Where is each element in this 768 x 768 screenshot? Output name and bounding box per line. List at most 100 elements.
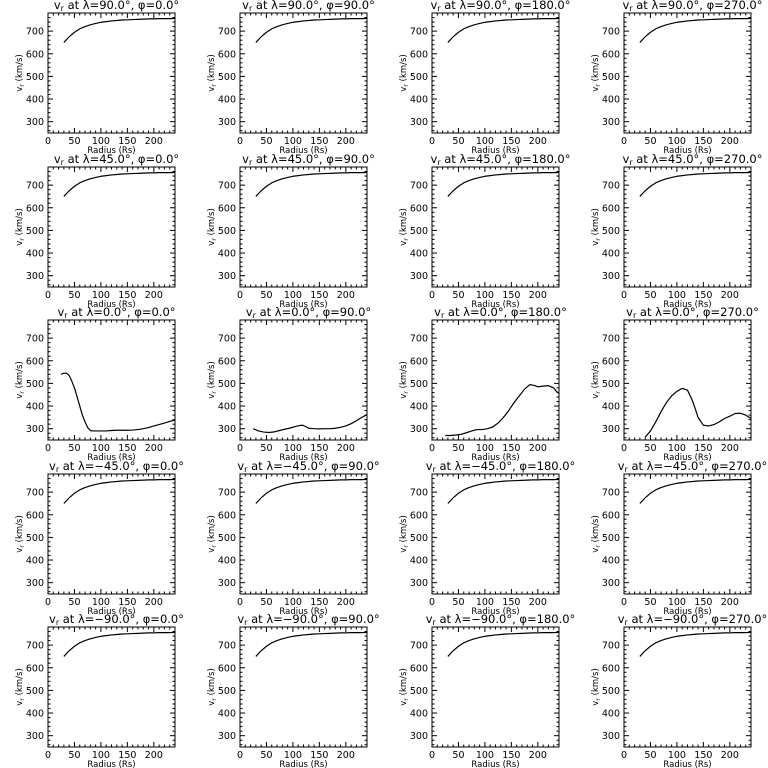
y-tick-label: 700 bbox=[602, 334, 620, 345]
x-tick-label: 50 bbox=[644, 750, 656, 761]
y-tick-label: 700 bbox=[602, 180, 620, 191]
y-tick-label: 500 bbox=[410, 686, 428, 697]
panel-title: vr at λ=−90.0°, φ=90.0° bbox=[237, 614, 379, 627]
x-tick-label: 150 bbox=[310, 750, 328, 761]
y-tick-label: 600 bbox=[218, 510, 236, 521]
chart-panel: vr at λ=0.0°, φ=90.0° 0 50 100 150 200 Radius … bbox=[207, 307, 371, 461]
chart-panel: vr at λ=90.0°, φ=270.0° 0 50 100 150 200 Radiu… bbox=[591, 0, 762, 154]
y-tick-label: 600 bbox=[410, 356, 428, 367]
y-tick-label: 600 bbox=[218, 664, 236, 675]
series-line bbox=[447, 171, 560, 197]
y-tick-label: 400 bbox=[410, 402, 428, 413]
y-axis-label: vr (km/s) bbox=[591, 515, 602, 553]
x-tick-label: 100 bbox=[92, 136, 110, 147]
chart-panel: vr at λ=−90.0°, φ=90.0° 0 50 100 150 200 Radiu… bbox=[207, 614, 380, 768]
y-tick-label: 300 bbox=[410, 117, 428, 128]
panel-title: vr at λ=−90.0°, φ=270.0° bbox=[618, 614, 768, 627]
y-tick-label: 500 bbox=[410, 72, 428, 83]
y-tick-label: 400 bbox=[218, 402, 236, 413]
y-tick-label: 700 bbox=[26, 641, 44, 652]
plot-frame bbox=[239, 12, 368, 134]
x-tick-label: 100 bbox=[92, 290, 110, 301]
y-axis-label: vr (km/s) bbox=[15, 208, 26, 246]
y-tick-label: 400 bbox=[26, 95, 44, 106]
x-tick-label: 150 bbox=[118, 750, 136, 761]
y-tick-label: 700 bbox=[410, 180, 428, 191]
x-axis-label: Radius (Rs) bbox=[471, 453, 519, 461]
x-tick-label: 100 bbox=[92, 597, 110, 608]
y-tick-label: 400 bbox=[26, 248, 44, 259]
x-tick-label: 200 bbox=[529, 443, 547, 454]
y-tick-label: 400 bbox=[218, 555, 236, 566]
y-tick-label: 500 bbox=[218, 225, 236, 236]
chart-panel: vr at λ=−45.0°, φ=180.0° 0 50 100 150 200 Radi… bbox=[399, 461, 576, 615]
x-tick-label: 100 bbox=[668, 750, 686, 761]
y-tick-label: 700 bbox=[218, 27, 236, 38]
x-tick-label: 200 bbox=[337, 290, 355, 301]
x-tick-label: 150 bbox=[118, 290, 136, 301]
plot-frame bbox=[47, 319, 176, 441]
plot-frame bbox=[623, 626, 752, 748]
y-tick-label: 700 bbox=[602, 27, 620, 38]
y-tick-label: 700 bbox=[602, 641, 620, 652]
series-line bbox=[63, 171, 176, 197]
series-line bbox=[639, 17, 752, 43]
series-line bbox=[252, 414, 368, 434]
y-tick-label: 500 bbox=[26, 225, 44, 236]
y-tick-label: 500 bbox=[602, 379, 620, 390]
y-tick-label: 600 bbox=[26, 203, 44, 214]
plot-frame bbox=[431, 166, 560, 288]
panel-title: vr at λ=0.0°, φ=0.0° bbox=[57, 307, 175, 320]
x-tick-label: 0 bbox=[237, 443, 243, 454]
series-line bbox=[60, 372, 176, 432]
x-tick-label: 0 bbox=[429, 750, 435, 761]
y-tick-label: 700 bbox=[218, 334, 236, 345]
x-tick-label: 200 bbox=[337, 750, 355, 761]
y-tick-label: 300 bbox=[218, 424, 236, 435]
panel-title: vr at λ=45.0°, φ=270.0° bbox=[623, 154, 763, 167]
x-tick-label: 200 bbox=[145, 597, 163, 608]
y-tick-label: 700 bbox=[218, 487, 236, 498]
series-line bbox=[447, 17, 560, 43]
plot-frame bbox=[239, 473, 368, 595]
panel-title: vr at λ=45.0°, φ=180.0° bbox=[431, 154, 571, 167]
y-tick-label: 400 bbox=[218, 248, 236, 259]
series-line bbox=[639, 478, 752, 504]
y-tick-label: 400 bbox=[602, 248, 620, 259]
y-tick-label: 500 bbox=[26, 533, 44, 544]
x-tick-label: 50 bbox=[260, 290, 272, 301]
x-tick-label: 200 bbox=[337, 136, 355, 147]
y-tick-label: 300 bbox=[26, 117, 44, 128]
y-tick-label: 400 bbox=[410, 555, 428, 566]
x-tick-label: 150 bbox=[502, 290, 520, 301]
y-tick-label: 300 bbox=[218, 578, 236, 589]
x-tick-label: 50 bbox=[452, 290, 464, 301]
y-tick-label: 700 bbox=[602, 487, 620, 498]
y-axis-label: vr (km/s) bbox=[591, 54, 602, 92]
y-tick-label: 300 bbox=[410, 732, 428, 743]
x-axis-label: Radius (Rs) bbox=[471, 607, 519, 615]
y-tick-label: 700 bbox=[410, 487, 428, 498]
panel-title: vr at λ=45.0°, φ=90.0° bbox=[242, 154, 375, 167]
y-axis-label: vr (km/s) bbox=[591, 669, 602, 707]
x-tick-label: 0 bbox=[45, 136, 51, 147]
y-tick-label: 600 bbox=[218, 356, 236, 367]
chart-panel: vr at λ=−90.0°, φ=270.0° 0 50 100 150 200 Radi… bbox=[591, 614, 768, 768]
y-tick-label: 400 bbox=[218, 709, 236, 720]
x-tick-label: 100 bbox=[92, 443, 110, 454]
y-tick-label: 400 bbox=[602, 95, 620, 106]
x-tick-label: 0 bbox=[621, 750, 627, 761]
x-axis-label: Radius (Rs) bbox=[87, 300, 135, 308]
y-tick-label: 300 bbox=[410, 578, 428, 589]
y-axis-label: vr (km/s) bbox=[15, 669, 26, 707]
y-tick-label: 600 bbox=[26, 510, 44, 521]
plot-frame bbox=[47, 166, 176, 288]
x-tick-label: 100 bbox=[476, 136, 494, 147]
panel-title: vr at λ=−45.0°, φ=180.0° bbox=[426, 461, 576, 474]
y-axis-label: vr (km/s) bbox=[15, 54, 26, 92]
x-tick-label: 150 bbox=[310, 443, 328, 454]
y-tick-label: 500 bbox=[410, 225, 428, 236]
y-tick-label: 300 bbox=[218, 271, 236, 282]
y-tick-label: 600 bbox=[26, 356, 44, 367]
x-tick-label: 200 bbox=[145, 136, 163, 147]
